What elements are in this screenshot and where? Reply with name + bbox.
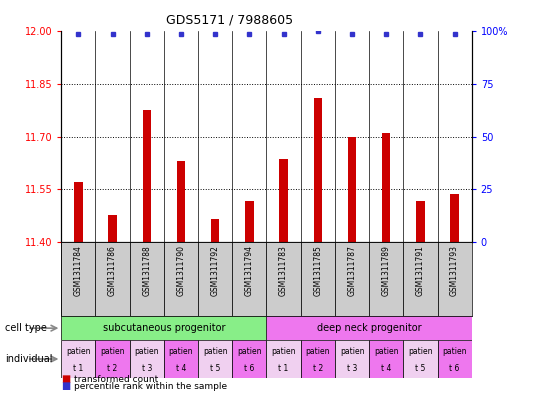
Bar [382,133,391,242]
Text: GSM1311787: GSM1311787 [348,245,357,296]
Bar [142,110,151,242]
Text: patien: patien [305,347,330,356]
Bar [335,242,369,316]
Text: t 6: t 6 [449,364,460,373]
Bar [416,201,425,242]
Text: percentile rank within the sample: percentile rank within the sample [74,382,227,391]
Text: t 2: t 2 [108,364,118,373]
Bar [348,136,356,242]
Text: patien: patien [134,347,159,356]
Text: deep neck progenitor: deep neck progenitor [317,323,422,333]
Text: patien: patien [442,347,467,356]
Bar [130,242,164,316]
Text: t 6: t 6 [244,364,255,373]
Bar [95,340,130,378]
Text: GSM1311789: GSM1311789 [382,245,391,296]
Text: GSM1311785: GSM1311785 [313,245,322,296]
Bar [61,340,95,378]
Text: GDS5171 / 7988605: GDS5171 / 7988605 [166,14,293,27]
Text: patien: patien [237,347,262,356]
Bar [95,242,130,316]
Text: GSM1311791: GSM1311791 [416,245,425,296]
Text: GSM1311788: GSM1311788 [142,245,151,296]
Text: GSM1311783: GSM1311783 [279,245,288,296]
Bar [232,340,266,378]
Bar [438,242,472,316]
Text: GSM1311794: GSM1311794 [245,245,254,296]
Text: t 4: t 4 [381,364,391,373]
Bar [438,340,472,378]
Bar [198,340,232,378]
Bar [164,242,198,316]
Bar [301,340,335,378]
Bar [403,242,438,316]
Bar [403,340,438,378]
Bar [266,242,301,316]
Text: cell type: cell type [5,323,47,333]
Text: GSM1311792: GSM1311792 [211,245,220,296]
Bar [164,340,198,378]
Bar [279,159,288,242]
Bar [369,340,403,378]
Bar [232,242,266,316]
Text: t 3: t 3 [347,364,357,373]
Bar [369,242,403,316]
Text: t 1: t 1 [73,364,84,373]
Text: patien: patien [271,347,296,356]
Text: t 3: t 3 [142,364,152,373]
Text: GSM1311790: GSM1311790 [176,245,185,296]
Bar [301,242,335,316]
Text: t 5: t 5 [415,364,425,373]
Bar [61,316,266,340]
Text: ■: ■ [61,375,70,384]
Bar [198,242,232,316]
Bar [211,219,220,242]
Text: patien: patien [408,347,433,356]
Bar [335,340,369,378]
Bar [313,98,322,242]
Text: patien: patien [374,347,399,356]
Bar [266,316,472,340]
Bar [61,242,95,316]
Text: GSM1311786: GSM1311786 [108,245,117,296]
Bar [108,215,117,242]
Text: patien: patien [340,347,364,356]
Bar [130,340,164,378]
Text: t 4: t 4 [176,364,186,373]
Text: subcutaneous progenitor: subcutaneous progenitor [103,323,225,333]
Text: patien: patien [169,347,193,356]
Text: patien: patien [66,347,91,356]
Text: t 2: t 2 [313,364,323,373]
Bar [245,201,254,242]
Bar [266,340,301,378]
Text: ■: ■ [61,381,70,391]
Bar [450,195,459,242]
Text: GSM1311784: GSM1311784 [74,245,83,296]
Text: patien: patien [100,347,125,356]
Text: individual: individual [5,354,53,364]
Text: transformed count: transformed count [74,375,158,384]
Text: patien: patien [203,347,228,356]
Bar [177,161,185,242]
Text: GSM1311793: GSM1311793 [450,245,459,296]
Text: t 1: t 1 [278,364,289,373]
Text: t 5: t 5 [210,364,220,373]
Bar [74,182,83,242]
